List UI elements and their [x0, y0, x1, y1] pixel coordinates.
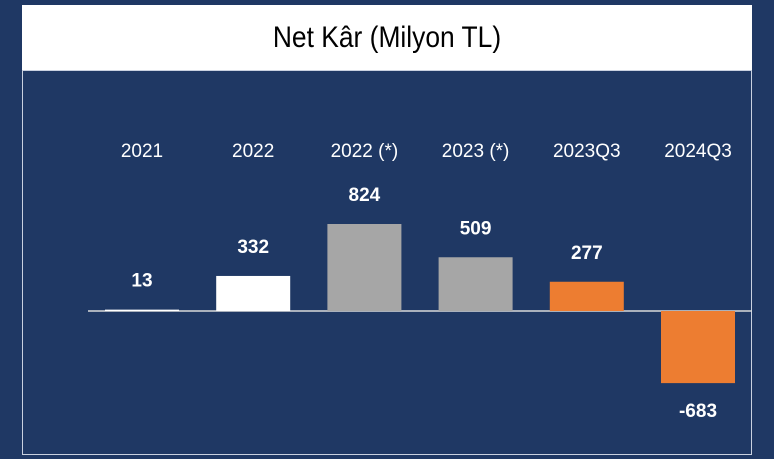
data-label: 332	[237, 237, 269, 258]
bar	[661, 311, 735, 384]
chart-frame	[22, 70, 752, 455]
title-box	[22, 5, 752, 70]
chart-title: Net Kâr (Milyon TL)	[273, 19, 501, 53]
data-label: 13	[131, 271, 152, 292]
bar	[327, 224, 402, 311]
category-label: 2021	[121, 141, 163, 162]
bar	[105, 309, 179, 311]
bar	[438, 257, 513, 311]
category-label: 2024Q3	[664, 141, 732, 162]
category-label: 2022 (*)	[331, 141, 399, 162]
data-label: 277	[571, 243, 603, 264]
bar	[549, 281, 624, 311]
category-label: 2023 (*)	[442, 141, 510, 162]
data-label: 824	[349, 185, 381, 206]
data-label: 509	[460, 218, 492, 239]
category-label: 2023Q3	[553, 141, 621, 162]
bar	[216, 275, 291, 311]
data-label: -683	[679, 401, 717, 422]
category-label: 2022	[232, 141, 274, 162]
